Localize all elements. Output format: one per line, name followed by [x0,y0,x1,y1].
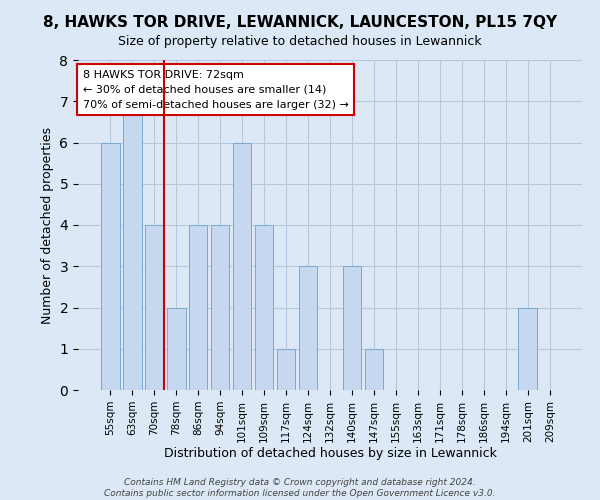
Text: 8, HAWKS TOR DRIVE, LEWANNICK, LAUNCESTON, PL15 7QY: 8, HAWKS TOR DRIVE, LEWANNICK, LAUNCESTO… [43,15,557,30]
Bar [123,101,142,390]
Bar [343,266,361,390]
Bar [189,225,208,390]
Bar [211,225,229,390]
Bar [233,142,251,390]
X-axis label: Distribution of detached houses by size in Lewannick: Distribution of detached houses by size … [164,448,496,460]
Y-axis label: Number of detached properties: Number of detached properties [41,126,54,324]
Text: 8 HAWKS TOR DRIVE: 72sqm
← 30% of detached houses are smaller (14)
70% of semi-d: 8 HAWKS TOR DRIVE: 72sqm ← 30% of detach… [83,70,349,110]
Bar [167,308,185,390]
Bar [101,142,119,390]
Bar [255,225,274,390]
Text: Contains HM Land Registry data © Crown copyright and database right 2024.
Contai: Contains HM Land Registry data © Crown c… [104,478,496,498]
Text: Size of property relative to detached houses in Lewannick: Size of property relative to detached ho… [118,35,482,48]
Bar [145,225,164,390]
Bar [277,349,295,390]
Bar [518,308,537,390]
Bar [299,266,317,390]
Bar [365,349,383,390]
